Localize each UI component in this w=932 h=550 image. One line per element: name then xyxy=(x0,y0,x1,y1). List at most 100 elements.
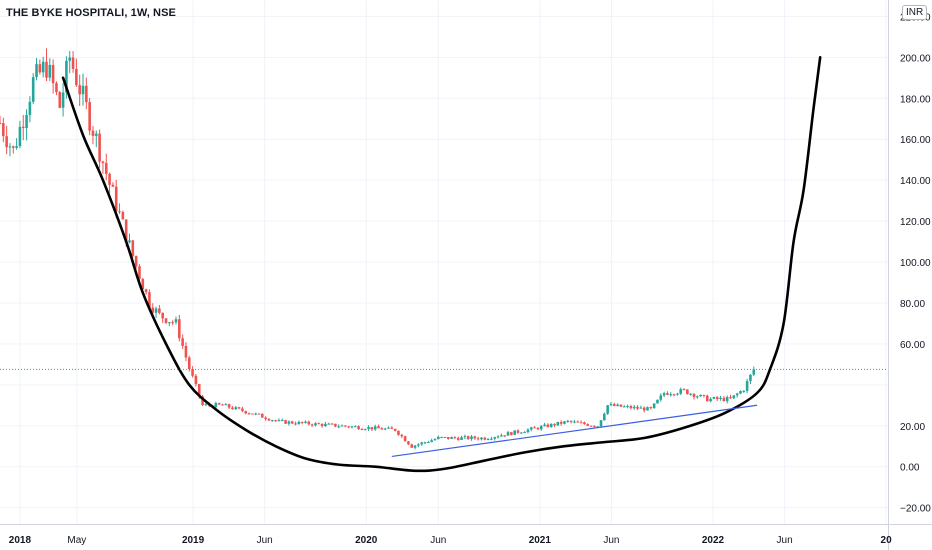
candle-body xyxy=(48,64,52,78)
candle-body xyxy=(709,398,712,402)
candle-body xyxy=(609,404,613,406)
candle-body xyxy=(367,427,370,430)
candle-body xyxy=(247,413,251,415)
candle-body xyxy=(500,435,503,437)
chart-title: THE BYKE HOSPITALI, 1W, NSE xyxy=(6,7,176,19)
y-tick-label: 120.00 xyxy=(900,217,931,228)
candle-body xyxy=(314,423,317,426)
candle-body xyxy=(689,393,692,395)
candle-body xyxy=(350,426,354,428)
candle-body xyxy=(327,423,331,425)
candle-body xyxy=(433,439,437,441)
candle-body xyxy=(78,85,81,95)
candle-body xyxy=(161,312,165,319)
candle-body xyxy=(277,420,281,422)
candle-body xyxy=(290,421,294,424)
candle-body xyxy=(749,374,752,382)
candle-body xyxy=(254,413,257,415)
candle-body xyxy=(526,429,530,433)
candle-body xyxy=(61,92,65,108)
candle-body xyxy=(174,319,178,323)
candle-body xyxy=(237,407,241,409)
candle-body xyxy=(606,405,609,414)
y-tick-label: 200.00 xyxy=(900,53,931,64)
x-tick-label: May xyxy=(67,535,86,546)
cup-curve-drawing xyxy=(61,56,822,473)
candle-body xyxy=(181,338,184,346)
candle-body xyxy=(639,407,643,409)
candle-body xyxy=(85,85,88,103)
candle-body xyxy=(124,219,128,243)
candle-body xyxy=(45,61,48,78)
candle-body xyxy=(28,101,32,115)
candle-body xyxy=(520,432,523,434)
currency-button[interactable]: INR xyxy=(902,5,928,20)
candle-body xyxy=(284,420,287,424)
candle-body xyxy=(88,102,91,131)
candle-body xyxy=(729,397,732,399)
candle-body xyxy=(569,420,573,422)
candle-body xyxy=(380,428,384,430)
candle-body xyxy=(719,397,722,400)
candle-body xyxy=(138,266,141,280)
x-tick-label: Jun xyxy=(603,535,619,546)
y-tick-label: 180.00 xyxy=(900,94,931,105)
candle-body xyxy=(55,83,58,93)
candle-body xyxy=(337,426,340,428)
candle-body xyxy=(377,426,380,429)
candle-body xyxy=(443,437,447,439)
candle-body xyxy=(529,427,533,430)
candle-body xyxy=(586,424,590,426)
candle-body xyxy=(470,436,473,440)
y-tick-label: 0.00 xyxy=(900,463,920,474)
candle-body xyxy=(543,424,546,427)
candle-body xyxy=(25,114,28,129)
candle-body xyxy=(171,322,174,324)
candle-body xyxy=(144,289,148,293)
candle-body xyxy=(523,432,526,434)
candle-body xyxy=(589,425,593,427)
candle-body xyxy=(38,64,42,73)
y-tick-label: −20.00 xyxy=(900,504,931,515)
candle-body xyxy=(576,421,580,423)
candle-body xyxy=(244,411,248,414)
candle-body xyxy=(134,255,138,267)
time-axis: 2018 May 2019 Jun 2020 Jun 2021 Jun 2022 Jun 20 xyxy=(0,524,932,550)
candle-body xyxy=(437,436,440,440)
y-tick-label: 160.00 xyxy=(900,135,931,146)
candle-body xyxy=(533,427,536,429)
candle-body xyxy=(2,123,5,137)
candle-body xyxy=(393,428,397,431)
candle-body xyxy=(121,212,125,220)
candle-body xyxy=(583,422,586,425)
candle-body xyxy=(446,437,450,439)
candle-body xyxy=(204,404,208,406)
candle-body xyxy=(699,394,702,397)
candle-body xyxy=(453,437,457,439)
candle-body xyxy=(18,126,22,147)
candle-body xyxy=(35,64,38,78)
candle-body xyxy=(270,420,274,422)
x-tick-label: Jun xyxy=(777,535,793,546)
candle-body xyxy=(191,369,194,376)
last-price-group: 47.551d 16h xyxy=(0,362,932,391)
candle-body xyxy=(340,425,344,427)
candle-body xyxy=(178,319,181,339)
candle-body xyxy=(596,426,599,428)
candle-body xyxy=(450,437,453,439)
price-axis-bg xyxy=(888,0,932,550)
candle-body xyxy=(257,413,261,415)
candle-body xyxy=(5,136,8,148)
candle-body xyxy=(493,437,497,439)
candle-body xyxy=(397,430,400,435)
candle-body xyxy=(553,423,556,426)
candle-body xyxy=(360,429,364,431)
price-axis: −20.00 0.00 20.00 60.00 80.00 100.00 120.00 140… xyxy=(888,0,932,550)
candle-body xyxy=(251,413,254,415)
candle-body xyxy=(563,421,566,424)
candle-body xyxy=(400,434,404,437)
candle-body xyxy=(666,393,669,395)
candle-body xyxy=(280,420,284,422)
x-tick-label: 2020 xyxy=(355,535,378,546)
